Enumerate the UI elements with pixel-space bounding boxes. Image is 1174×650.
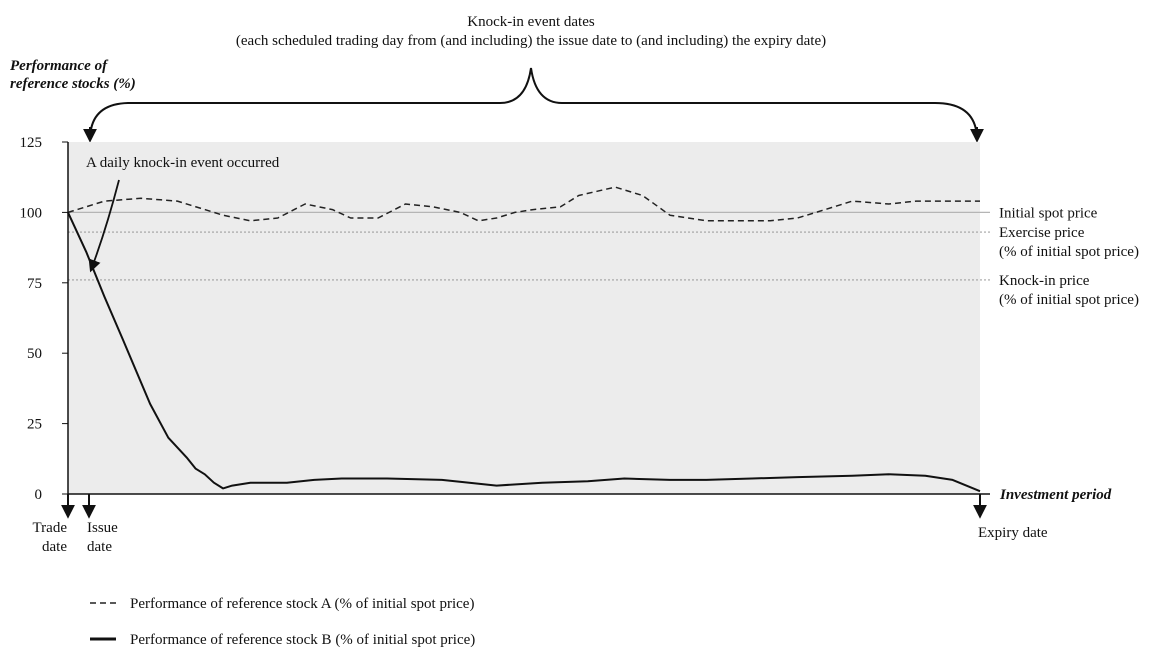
- expiry-date-label: Expiry date: [978, 525, 1048, 541]
- issue-date-label-line2: date: [87, 539, 112, 555]
- reference-line-label: (% of initial spot price): [999, 292, 1139, 308]
- x-axis-label: Investment period: [999, 487, 1112, 503]
- y-axis-ticks: 0 25 50 75 100 125: [20, 135, 68, 503]
- series-line-stock-a: [67, 186, 980, 222]
- series-line-stock-b: [67, 211, 981, 493]
- y-tick-label: 25: [27, 417, 42, 433]
- legend-label-stock-b: Performance of reference stock B (% of i…: [130, 632, 475, 648]
- plot-area: [68, 142, 980, 494]
- reference-line-label: (% of initial spot price): [999, 244, 1139, 260]
- reference-line-label: Initial spot price: [999, 205, 1098, 221]
- annotation-arrow: [88, 179, 120, 273]
- y-axis-label-line1: Performance of: [10, 58, 109, 74]
- reference-lines: Initial spot price Exercise price (% of in…: [68, 205, 1139, 308]
- reference-line-label: Knock-in price: [999, 273, 1090, 289]
- legend-label-stock-a: Performance of reference stock A (% of i…: [130, 596, 474, 612]
- y-tick-label: 75: [27, 276, 42, 292]
- trade-date-label-line2: date: [42, 539, 67, 555]
- trade-date-label-line1: Trade: [33, 520, 68, 536]
- chart-title: Knock-in event dates: [467, 14, 595, 30]
- issue-date-label-line1: Issue: [87, 520, 118, 536]
- y-tick-label: 125: [20, 135, 43, 151]
- reference-line-label: Exercise price: [999, 225, 1085, 241]
- y-tick-label: 100: [20, 205, 43, 221]
- y-tick-label: 0: [35, 487, 43, 503]
- knock-in-annotation: A daily knock-in event occurred: [86, 155, 280, 171]
- series-lines: [67, 186, 981, 493]
- chart-subtitle: (each scheduled trading day from (and in…: [236, 33, 826, 49]
- y-tick-label: 50: [27, 346, 42, 362]
- knock-in-period-brace: [89, 67, 978, 141]
- y-axis-label-line2: reference stocks (%): [10, 76, 136, 92]
